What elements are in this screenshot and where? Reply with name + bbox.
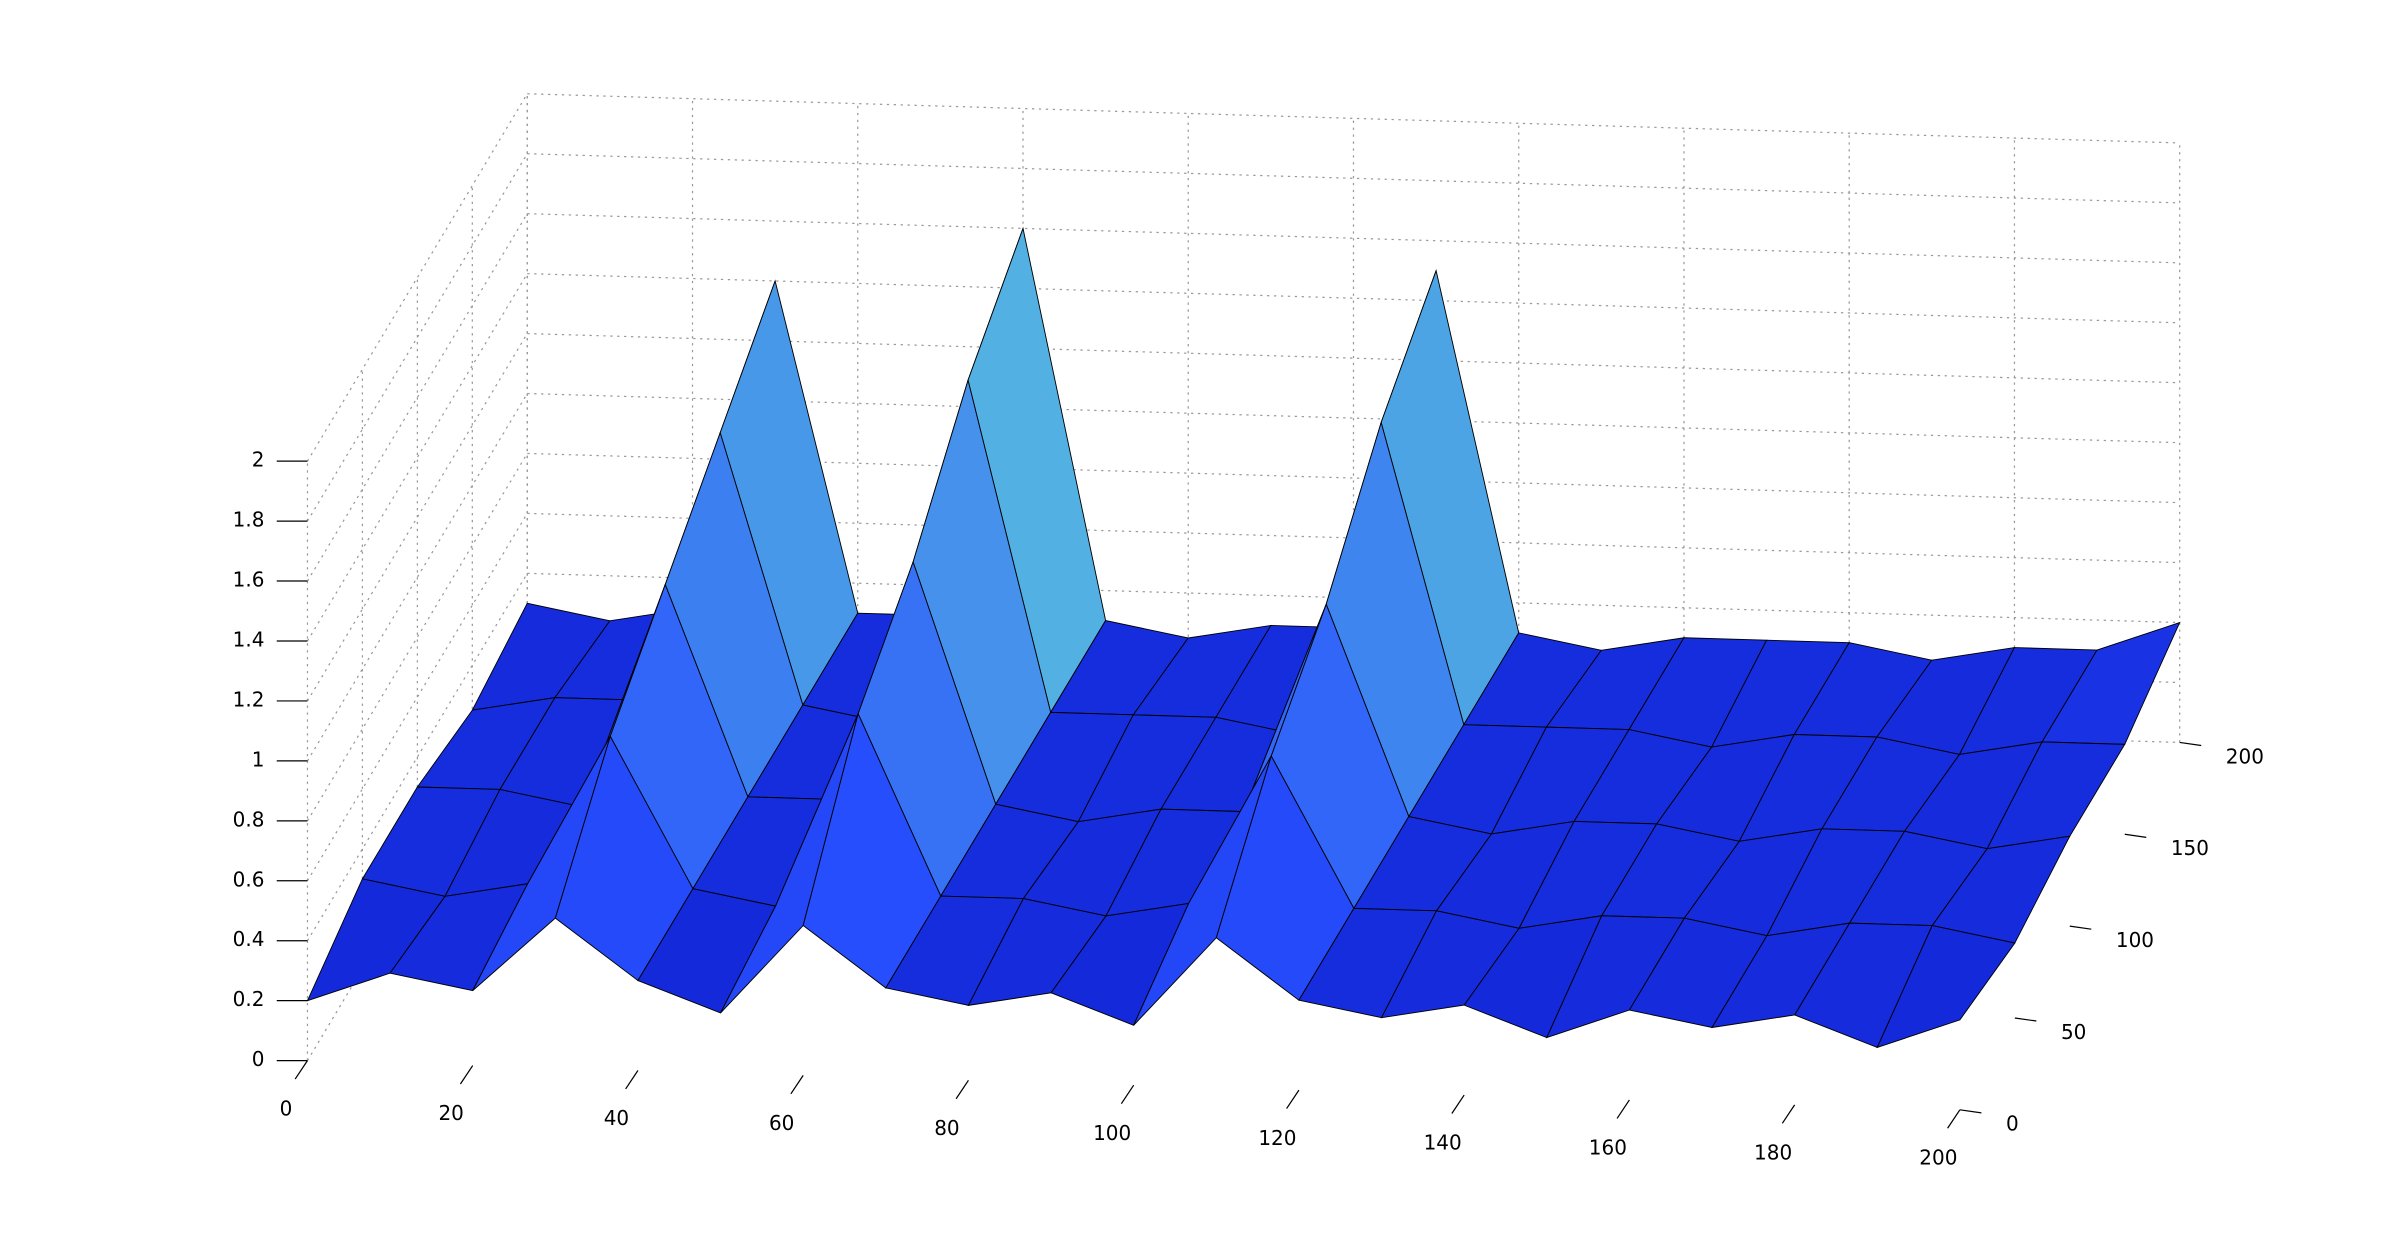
grid-line [306,573,528,942]
x-tick-label: 80 [934,1116,959,1140]
z-tick-label: 0.6 [233,867,265,891]
y-tick [2014,1017,2037,1022]
z-tick-label: 0.4 [233,927,265,951]
z-tick-label: 0.2 [233,987,265,1011]
grid-line [527,332,2180,384]
z-tick-label: 2 [252,448,265,472]
x-tick [1781,1104,1796,1124]
grid-line [306,93,528,462]
grid-line [306,273,528,642]
grid-line [527,512,2180,564]
grid-line [527,392,2180,444]
z-tick-label: 1.6 [233,568,265,592]
surface-cell [1876,925,2016,1049]
z-tick-label: 0 [252,1047,265,1071]
z-tick-label: 1 [252,747,265,771]
x-tick [294,1060,308,1080]
grid-line [306,393,528,762]
grid-line [527,213,2180,264]
x-tick-label: 180 [1754,1141,1792,1165]
x-tick-label: 100 [1093,1121,1131,1145]
grid-line [306,333,528,702]
grid-line [527,93,2180,144]
x-tick [1451,1094,1465,1114]
y-tick-label: 0 [2006,1112,2019,1136]
x-tick-label: 0 [280,1096,293,1120]
grid-line [306,453,528,822]
x-tick [1120,1084,1135,1105]
x-tick [1947,1109,1961,1129]
x-tick-label: 60 [769,1111,794,1135]
y-tick-label: 200 [2226,744,2264,768]
y-tick [2124,833,2147,838]
y-tick-label: 50 [2061,1020,2086,1044]
grid-line [527,452,2180,504]
y-tick-label: 100 [2116,928,2154,952]
x-tick [625,1070,639,1090]
x-tick [1286,1089,1300,1109]
grid-line [527,572,2180,624]
grid-line [527,153,2180,204]
grid-line [306,153,528,522]
y-tick-label: 150 [2171,836,2209,860]
x-tick [459,1065,474,1085]
z-tick-label: 1.2 [233,687,265,711]
x-tick-label: 200 [1919,1145,1957,1169]
x-tick-label: 160 [1589,1136,1627,1160]
z-tick-label: 1.8 [233,508,265,532]
grid-line [306,213,528,582]
x-tick-label: 140 [1424,1131,1462,1155]
x-tick-label: 40 [604,1106,629,1130]
x-tick [955,1079,969,1100]
x-tick [790,1075,804,1095]
z-tick-label: 0.8 [233,807,265,831]
y-tick [2179,741,2202,747]
grid-line [527,272,2180,324]
y-tick [1959,1109,1982,1114]
grid-line [306,692,528,1061]
x-tick [1616,1099,1630,1119]
grid-line [306,513,528,882]
x-tick-label: 20 [438,1101,463,1125]
x-tick-label: 120 [1258,1126,1296,1150]
y-tick [2069,925,2092,930]
z-tick-label: 1.4 [233,627,265,651]
